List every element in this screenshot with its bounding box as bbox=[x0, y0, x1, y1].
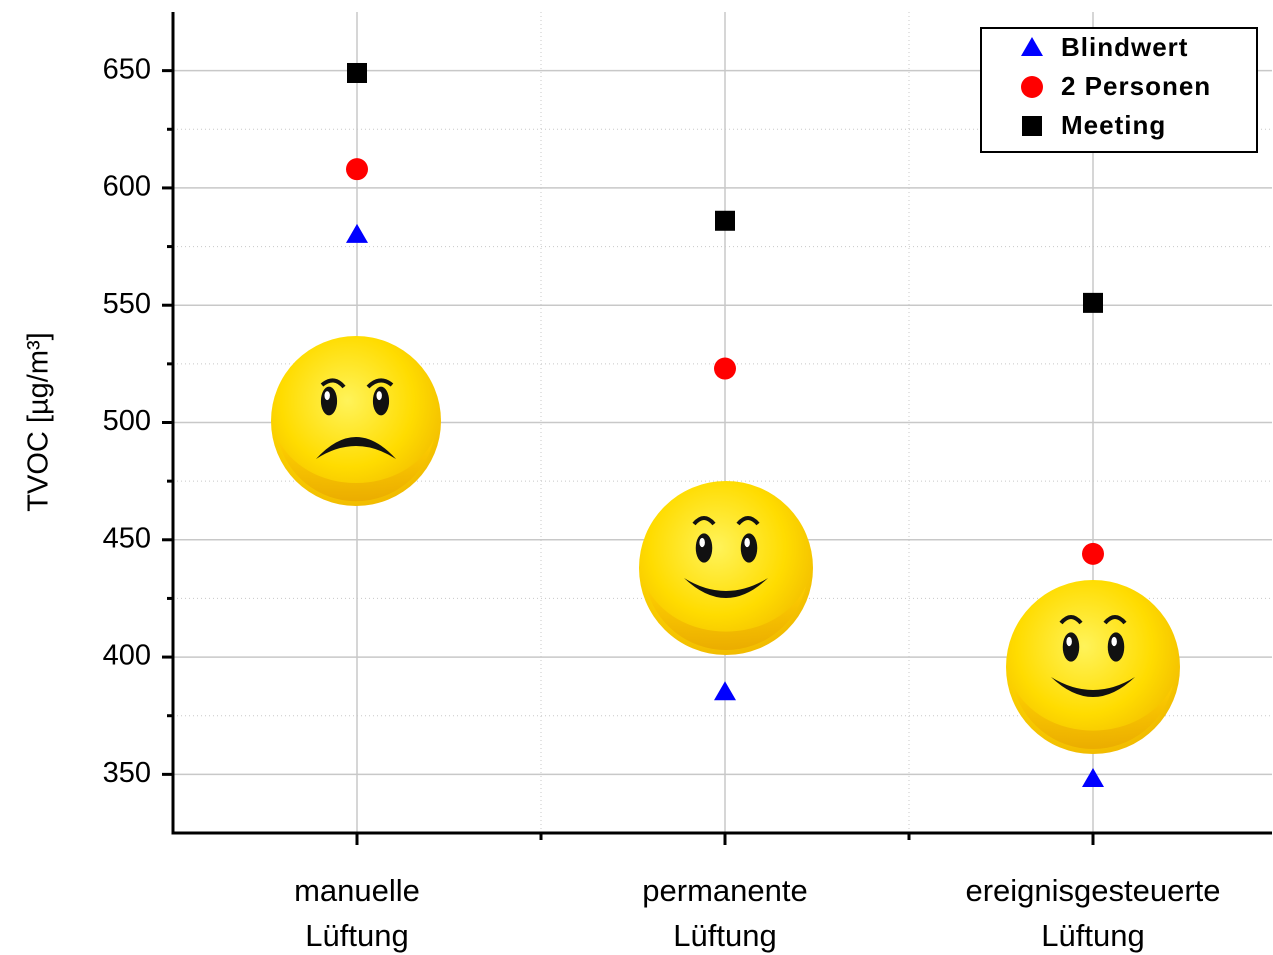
square-marker bbox=[1083, 292, 1103, 313]
x-tick-label: ereignisgesteuerte bbox=[965, 873, 1220, 908]
x-tick-label: permanente bbox=[642, 873, 807, 908]
triangle-marker bbox=[714, 681, 736, 701]
y-tick-label: 500 bbox=[103, 405, 151, 437]
legend-marker bbox=[1021, 37, 1043, 56]
x-tick-label: Lüftung bbox=[1041, 918, 1144, 953]
y-tick-label: 650 bbox=[103, 53, 151, 85]
legend-label: Blindwert bbox=[1061, 32, 1188, 62]
sad-face bbox=[271, 336, 441, 506]
circle-marker bbox=[346, 158, 368, 181]
y-tick-label: 600 bbox=[103, 171, 151, 203]
x-tick-label: Lüftung bbox=[305, 918, 408, 953]
y-axis-label: TVOC [µg/m³] bbox=[23, 332, 55, 511]
triangle-marker bbox=[346, 223, 368, 243]
happy-face bbox=[1006, 580, 1180, 754]
square-marker bbox=[347, 62, 367, 83]
y-tick-label: 450 bbox=[103, 522, 151, 554]
triangle-marker bbox=[1082, 768, 1104, 788]
square-marker bbox=[715, 210, 735, 231]
smileys bbox=[271, 336, 1180, 754]
circle-marker bbox=[1082, 542, 1104, 565]
x-tick-label: Lüftung bbox=[673, 918, 776, 953]
y-tick-label: 350 bbox=[103, 757, 151, 789]
happy-face bbox=[639, 481, 813, 655]
legend-label: Meeting bbox=[1061, 110, 1166, 140]
circle-marker bbox=[714, 357, 736, 380]
x-tick-label: manuelle bbox=[294, 873, 420, 908]
legend-marker bbox=[1022, 116, 1042, 136]
y-tick-label: 400 bbox=[103, 640, 151, 672]
y-tick-label: 550 bbox=[103, 288, 151, 320]
legend-marker bbox=[1021, 76, 1043, 98]
legend-label: 2 Personen bbox=[1061, 71, 1211, 101]
